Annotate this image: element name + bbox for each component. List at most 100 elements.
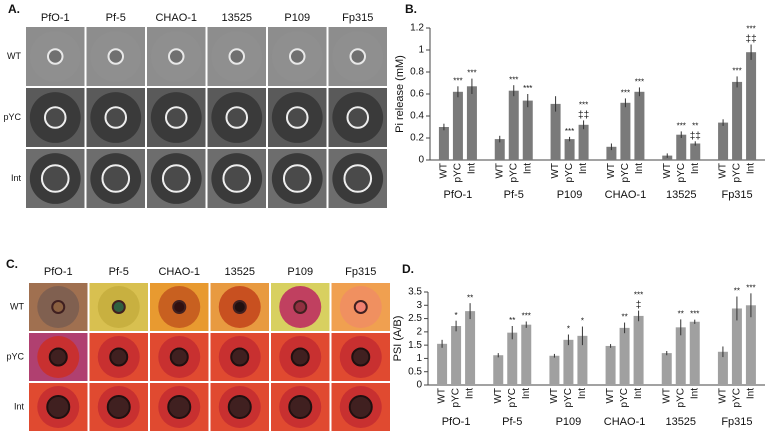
x-tick-label: PfO-1: [442, 416, 471, 428]
colony: [353, 300, 368, 314]
x-series-label: pYC: [563, 388, 574, 407]
bar: [745, 305, 756, 385]
bar: [508, 90, 519, 160]
y-tick-label: 0.2: [410, 133, 424, 144]
significance-mark: ***: [635, 78, 644, 87]
significance-mark: ***: [565, 127, 574, 136]
x-series-label: WT: [549, 388, 560, 404]
bar: [731, 308, 742, 385]
bar: [493, 355, 504, 385]
column-label: Fp315: [345, 266, 376, 278]
colony: [101, 164, 131, 193]
bar: [689, 321, 700, 385]
colony: [346, 106, 370, 129]
x-series-label: Int: [746, 163, 757, 174]
y-tick-label: 3: [416, 300, 422, 311]
bar: [521, 324, 532, 385]
bar: [577, 335, 588, 385]
x-series-label: Int: [690, 163, 701, 174]
y-tick-label: 3.5: [408, 287, 422, 298]
colony: [232, 300, 247, 314]
bar: [732, 81, 743, 160]
x-tick-label: Pf-5: [502, 416, 522, 428]
colony: [172, 300, 187, 314]
x-series-label: Int: [578, 163, 589, 174]
significance-mark: ***: [732, 67, 741, 76]
bar: [634, 91, 645, 160]
bar: [606, 146, 617, 160]
y-tick-label: 0: [418, 155, 424, 166]
colony: [111, 300, 126, 314]
colony: [51, 300, 66, 314]
panel-label: A.: [8, 2, 20, 16]
significance-mark: ‡: [636, 300, 642, 311]
colony: [227, 395, 252, 419]
significance-mark: ***: [467, 69, 476, 78]
significance-mark: *: [567, 325, 570, 334]
x-series-label: pYC: [732, 388, 743, 407]
x-series-label: WT: [605, 388, 616, 404]
x-series-label: WT: [718, 163, 729, 179]
significance-mark: *: [455, 311, 458, 320]
x-series-label: WT: [439, 163, 450, 179]
colony: [293, 300, 308, 314]
colony: [288, 395, 313, 419]
y-tick-label: 0.6: [410, 89, 424, 100]
y-tick-label: 0.4: [410, 111, 424, 122]
colony: [348, 395, 373, 419]
column-label: CHAO-1: [158, 266, 200, 278]
x-series-label: Int: [521, 388, 532, 399]
bar: [466, 86, 477, 160]
colony: [104, 106, 128, 129]
x-series-label: WT: [494, 163, 505, 179]
colony: [43, 106, 67, 129]
x-tick-label: CHAO-1: [605, 189, 647, 201]
significance-mark: ‡‡: [578, 110, 589, 121]
x-series-label: pYC: [508, 163, 519, 182]
significance-mark: **: [509, 316, 515, 325]
x-tick-label: 13525: [666, 189, 697, 201]
significance-mark: ***: [453, 76, 462, 85]
x-series-label: Int: [465, 388, 476, 399]
bar: [690, 143, 701, 160]
column-label: P109: [287, 266, 313, 278]
x-series-label: Int: [522, 163, 533, 174]
significance-mark: **: [692, 121, 698, 130]
colony: [106, 395, 131, 419]
x-tick-label: Fp315: [721, 416, 752, 428]
colony: [46, 48, 64, 65]
panel-label: D.: [402, 262, 414, 276]
bar: [452, 91, 463, 160]
significance-mark: **: [467, 293, 473, 302]
bar: [620, 102, 631, 160]
colony: [225, 106, 249, 129]
column-label: PfO-1: [41, 12, 70, 24]
x-series-label: Int: [467, 163, 478, 174]
x-series-label: WT: [662, 163, 673, 179]
column-label: 13525: [221, 12, 252, 24]
x-series-label: pYC: [451, 388, 462, 407]
y-tick-label: 2.5: [408, 313, 422, 324]
bar: [465, 311, 476, 385]
significance-mark: **: [621, 313, 627, 322]
significance-mark: **: [734, 287, 740, 296]
row-label: Int: [14, 401, 25, 411]
significance-mark: ***: [634, 291, 643, 300]
significance-mark: ***: [523, 84, 532, 93]
significance-mark: ***: [746, 283, 755, 292]
significance-mark: ***: [677, 122, 686, 131]
x-tick-label: PfO-1: [444, 189, 473, 201]
x-series-label: Int: [633, 388, 644, 399]
y-tick-label: 0.8: [410, 67, 424, 78]
x-tick-label: P109: [556, 416, 582, 428]
x-series-label: Int: [689, 388, 700, 399]
significance-mark: ‡‡: [690, 131, 701, 142]
x-series-label: WT: [661, 388, 672, 404]
y-tick-label: 0.5: [408, 366, 422, 377]
x-series-label: Int: [634, 163, 645, 174]
significance-mark: ***: [621, 89, 630, 98]
column-label: PfO-1: [44, 266, 73, 278]
significance-mark: ***: [522, 312, 531, 321]
x-series-label: WT: [718, 388, 729, 404]
